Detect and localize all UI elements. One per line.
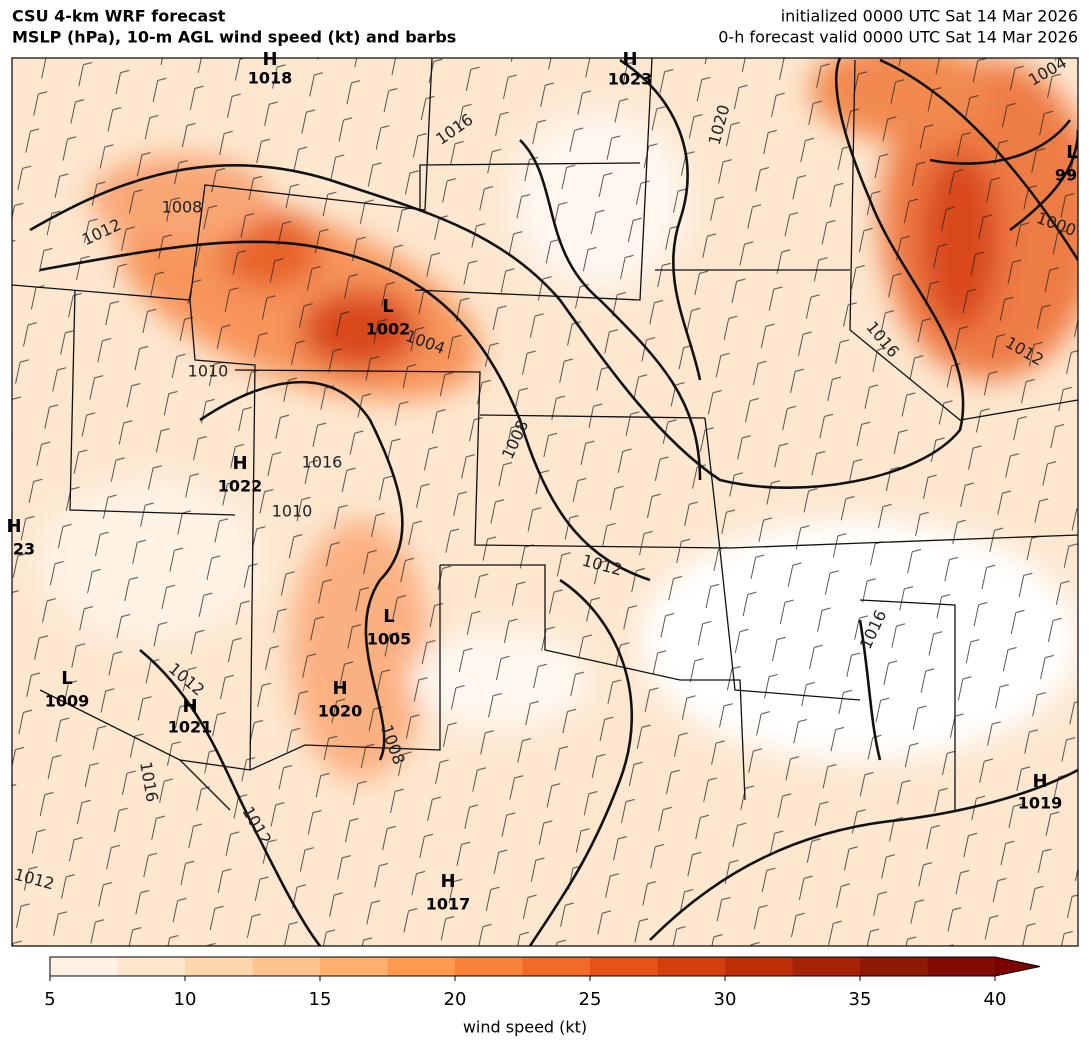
info-line: initialized 0000 UTC Sat 14 Mar 2026 [781,7,1078,26]
contour-label: 1010 [272,502,313,521]
colorbar-level [657,957,726,976]
center-value: 1009 [45,692,90,711]
center-value: 1017 [426,895,471,914]
center-value: 1022 [218,477,263,496]
contour-label: 1008 [162,198,203,217]
contour-label: 1016 [302,453,343,472]
center-symbol: L [383,606,394,627]
center-symbol: H [332,678,347,699]
center-symbol: L [61,668,72,689]
colorbar-tick-label: 10 [174,989,197,1010]
center-symbol: L [1066,142,1077,163]
center-symbol: H [262,49,277,70]
colorbar-tick-label: 5 [44,989,55,1010]
colorbar: wind speed (kt) 5 10 15 20 25 30 35 40 [44,956,1041,1037]
colorbar-level [927,957,996,976]
colorbar-level [590,957,658,976]
title-line: MSLP (hPa), 10-m AGL wind speed (kt) and… [12,28,456,47]
center-symbol: H [1032,771,1047,792]
colorbar-frame [49,956,1041,977]
colorbar-level [792,957,861,976]
center-symbol: H [6,516,21,537]
colorbar-tick-label: 20 [444,989,467,1010]
center-value: 1019 [1018,794,1063,813]
colorbar-level [860,957,928,976]
center-symbol: H [440,871,455,892]
title-line: CSU 4-km WRF forecast [12,7,226,26]
pressure-centers: H 1018 H 1023 L 1002 H 1022 L 1005 L 100… [6,49,1077,914]
center-symbol: H [182,696,197,717]
center-symbol: H [622,49,637,70]
center-symbol: H [232,453,247,474]
center-value: 1005 [367,630,412,649]
colorbar-tick-label: 30 [714,989,737,1010]
colorbar-tick-label: 35 [849,989,872,1010]
colorbar-level [117,957,186,976]
colorbar-tick-label: 40 [984,989,1007,1010]
colorbar-tick-label: 25 [579,989,602,1010]
center-value: 1018 [248,69,293,88]
map [12,58,1078,946]
colorbar-level [320,957,388,976]
center-value: 1020 [318,702,363,721]
colorbar-label: wind speed (kt) [463,1018,587,1037]
colorbar-extend [995,957,1040,976]
center-value: 99 [1055,166,1077,185]
colorbar-level [387,957,456,976]
center-value: 1023 [608,70,653,89]
state-borders [12,58,1078,811]
colorbar-level [455,957,523,976]
map-frame [11,57,1079,947]
colorbar-level [185,957,253,976]
isobars [29,58,1078,946]
center-value: 1002 [366,320,411,339]
colorbar-level [50,957,118,976]
info-line: 0-h forecast valid 0000 UTC Sat 14 Mar 2… [718,28,1078,47]
colorbar-level [252,957,321,976]
colorbar-level [725,957,793,976]
center-symbol: L [382,296,393,317]
center-value: 23 [13,540,35,559]
colorbar-level [522,957,591,976]
colorbar-tick-label: 15 [309,989,332,1010]
center-value: 1021 [168,718,213,737]
wind-barbs [12,58,1078,946]
contour-label: 1010 [188,362,229,381]
